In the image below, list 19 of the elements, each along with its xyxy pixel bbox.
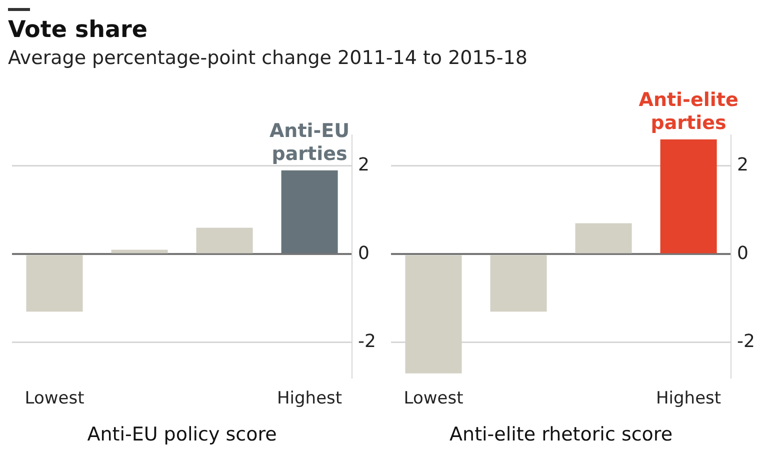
y-tick-label: 0 bbox=[358, 242, 370, 264]
x-tick-label: Highest bbox=[656, 388, 722, 408]
y-tick-label: 2 bbox=[737, 154, 749, 176]
chart-subtitle: Average percentage-point change 2011-14 to 2015-18 bbox=[8, 47, 528, 69]
annotation: Anti-EU parties bbox=[269, 120, 350, 166]
x-tick-label: Lowest bbox=[404, 388, 464, 408]
y-tick-label: -2 bbox=[737, 331, 756, 352]
x-tick-label: Lowest bbox=[24, 388, 85, 408]
bar bbox=[281, 170, 338, 254]
x-axis-title: Anti-elite rhetoric score bbox=[450, 424, 673, 446]
bar bbox=[196, 228, 253, 254]
y-tick-label: 0 bbox=[737, 242, 749, 264]
bar bbox=[26, 255, 83, 312]
chart-title: Vote share bbox=[8, 17, 148, 43]
y-tick-label: -2 bbox=[358, 331, 376, 352]
x-tick-label: Highest bbox=[277, 388, 342, 408]
y-tick-label: 2 bbox=[358, 154, 370, 176]
annotation: Anti-elite parties bbox=[638, 89, 740, 136]
x-axis-title: Anti-EU policy score bbox=[87, 424, 277, 446]
